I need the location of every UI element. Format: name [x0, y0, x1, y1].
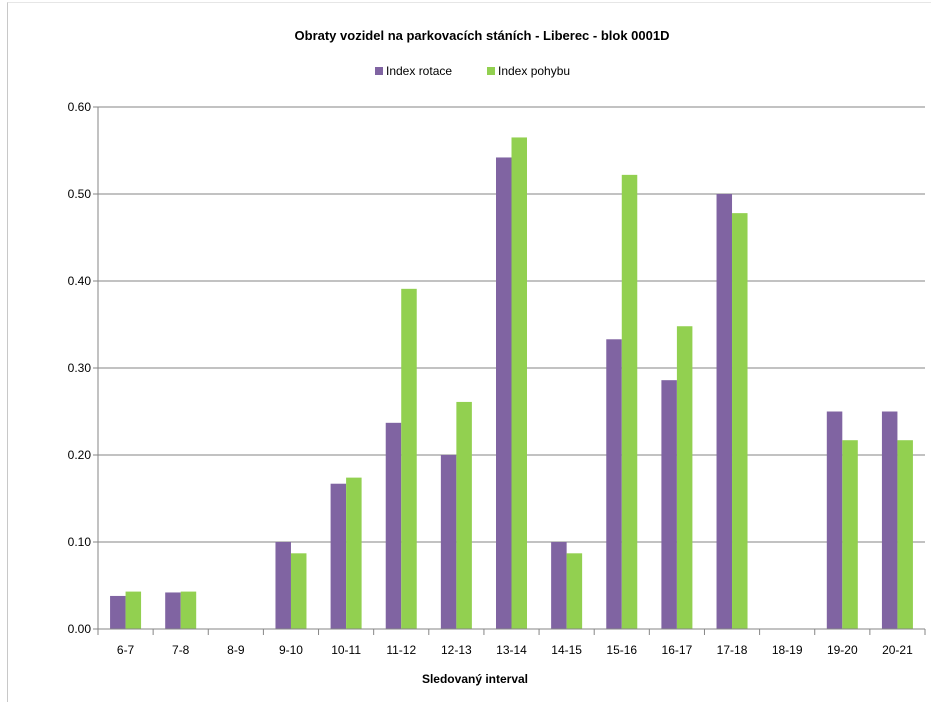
y-tick-label: 0.10 — [68, 535, 92, 549]
bar-index-pohybu-13-14 — [511, 137, 527, 629]
x-tick-label: 9-10 — [279, 643, 303, 657]
bar-index-pohybu-14-15 — [566, 553, 583, 629]
x-tick-label: 20-21 — [882, 643, 913, 657]
bar-index-rotace-6-7 — [110, 595, 126, 629]
y-tick-label: 0.40 — [68, 274, 92, 288]
y-tick-label: 0.50 — [68, 187, 92, 201]
x-tick-label: 12-13 — [441, 643, 472, 657]
bar-index-rotace-17-18 — [716, 194, 733, 629]
bar-index-rotace-10-11 — [330, 483, 347, 629]
bar-index-rotace-9-10 — [275, 542, 291, 629]
bar-index-pohybu-17-18 — [732, 213, 748, 629]
chart-title: Obraty vozidel na parkovacích stáních - … — [295, 28, 670, 43]
bar-index-pohybu-20-21 — [897, 440, 913, 629]
legend-swatch-index-pohybu — [487, 67, 495, 75]
x-tick-label: 18-19 — [772, 643, 803, 657]
axes — [93, 106, 926, 635]
x-tick-label: 17-18 — [717, 643, 748, 657]
x-tick-label: 19-20 — [827, 643, 858, 657]
x-tick-label: 15-16 — [606, 643, 637, 657]
bar-index-rotace-20-21 — [881, 411, 898, 629]
bar-index-pohybu-19-20 — [842, 440, 858, 629]
y-tick-label: 0.20 — [68, 448, 92, 462]
x-tick-label: 14-15 — [551, 643, 582, 657]
x-tick-label: 6-7 — [117, 643, 135, 657]
bar-index-rotace-7-8 — [165, 592, 181, 629]
legend-label-index-rotace: Index rotace — [386, 64, 452, 78]
x-tick-label: 11-12 — [386, 643, 416, 657]
bar-index-pohybu-10-11 — [346, 477, 362, 629]
x-axis-tick-labels: 6-7 7-8 8-9 9-10 10-11 11-12 12-13 13-14 14-15 15… — [117, 643, 913, 657]
bar-index-rotace-11-12 — [385, 422, 402, 629]
x-axis-title: Sledovaný interval — [422, 672, 528, 686]
x-tick-label: 7-8 — [172, 643, 190, 657]
x-tick-label: 8-9 — [227, 643, 245, 657]
bar-index-pohybu-11-12 — [401, 288, 417, 629]
x-tick-label: 13-14 — [496, 643, 527, 657]
bar-index-rotace-12-13 — [440, 455, 457, 629]
legend: Index rotace Index pohybu — [375, 64, 570, 78]
y-axis-tick-labels: 0.00 0.10 0.20 0.30 0.40 0.50 0.60 — [68, 100, 92, 636]
legend-swatch-index-rotace — [375, 67, 383, 75]
x-tick-label: 16-17 — [662, 643, 693, 657]
bar-index-rotace-13-14 — [496, 157, 512, 629]
y-tick-label: 0.00 — [68, 622, 92, 636]
y-tick-label: 0.30 — [68, 361, 92, 375]
bar-index-pohybu-7-8 — [180, 591, 197, 629]
x-tick-label: 10-11 — [331, 643, 361, 657]
bar-index-rotace-14-15 — [551, 542, 567, 629]
bar-index-rotace-16-17 — [661, 380, 677, 629]
bar-index-pohybu-9-10 — [290, 553, 307, 629]
legend-label-index-pohybu: Index pohybu — [498, 64, 570, 78]
bar-index-rotace-15-16 — [606, 339, 622, 629]
bar-index-pohybu-6-7 — [125, 591, 142, 629]
bars — [110, 137, 913, 630]
bar-index-pohybu-16-17 — [676, 326, 693, 629]
y-tick-label: 0.60 — [68, 100, 92, 114]
bar-index-pohybu-15-16 — [621, 174, 638, 630]
bar-index-rotace-19-20 — [826, 411, 843, 629]
bar-index-pohybu-12-13 — [456, 401, 472, 629]
